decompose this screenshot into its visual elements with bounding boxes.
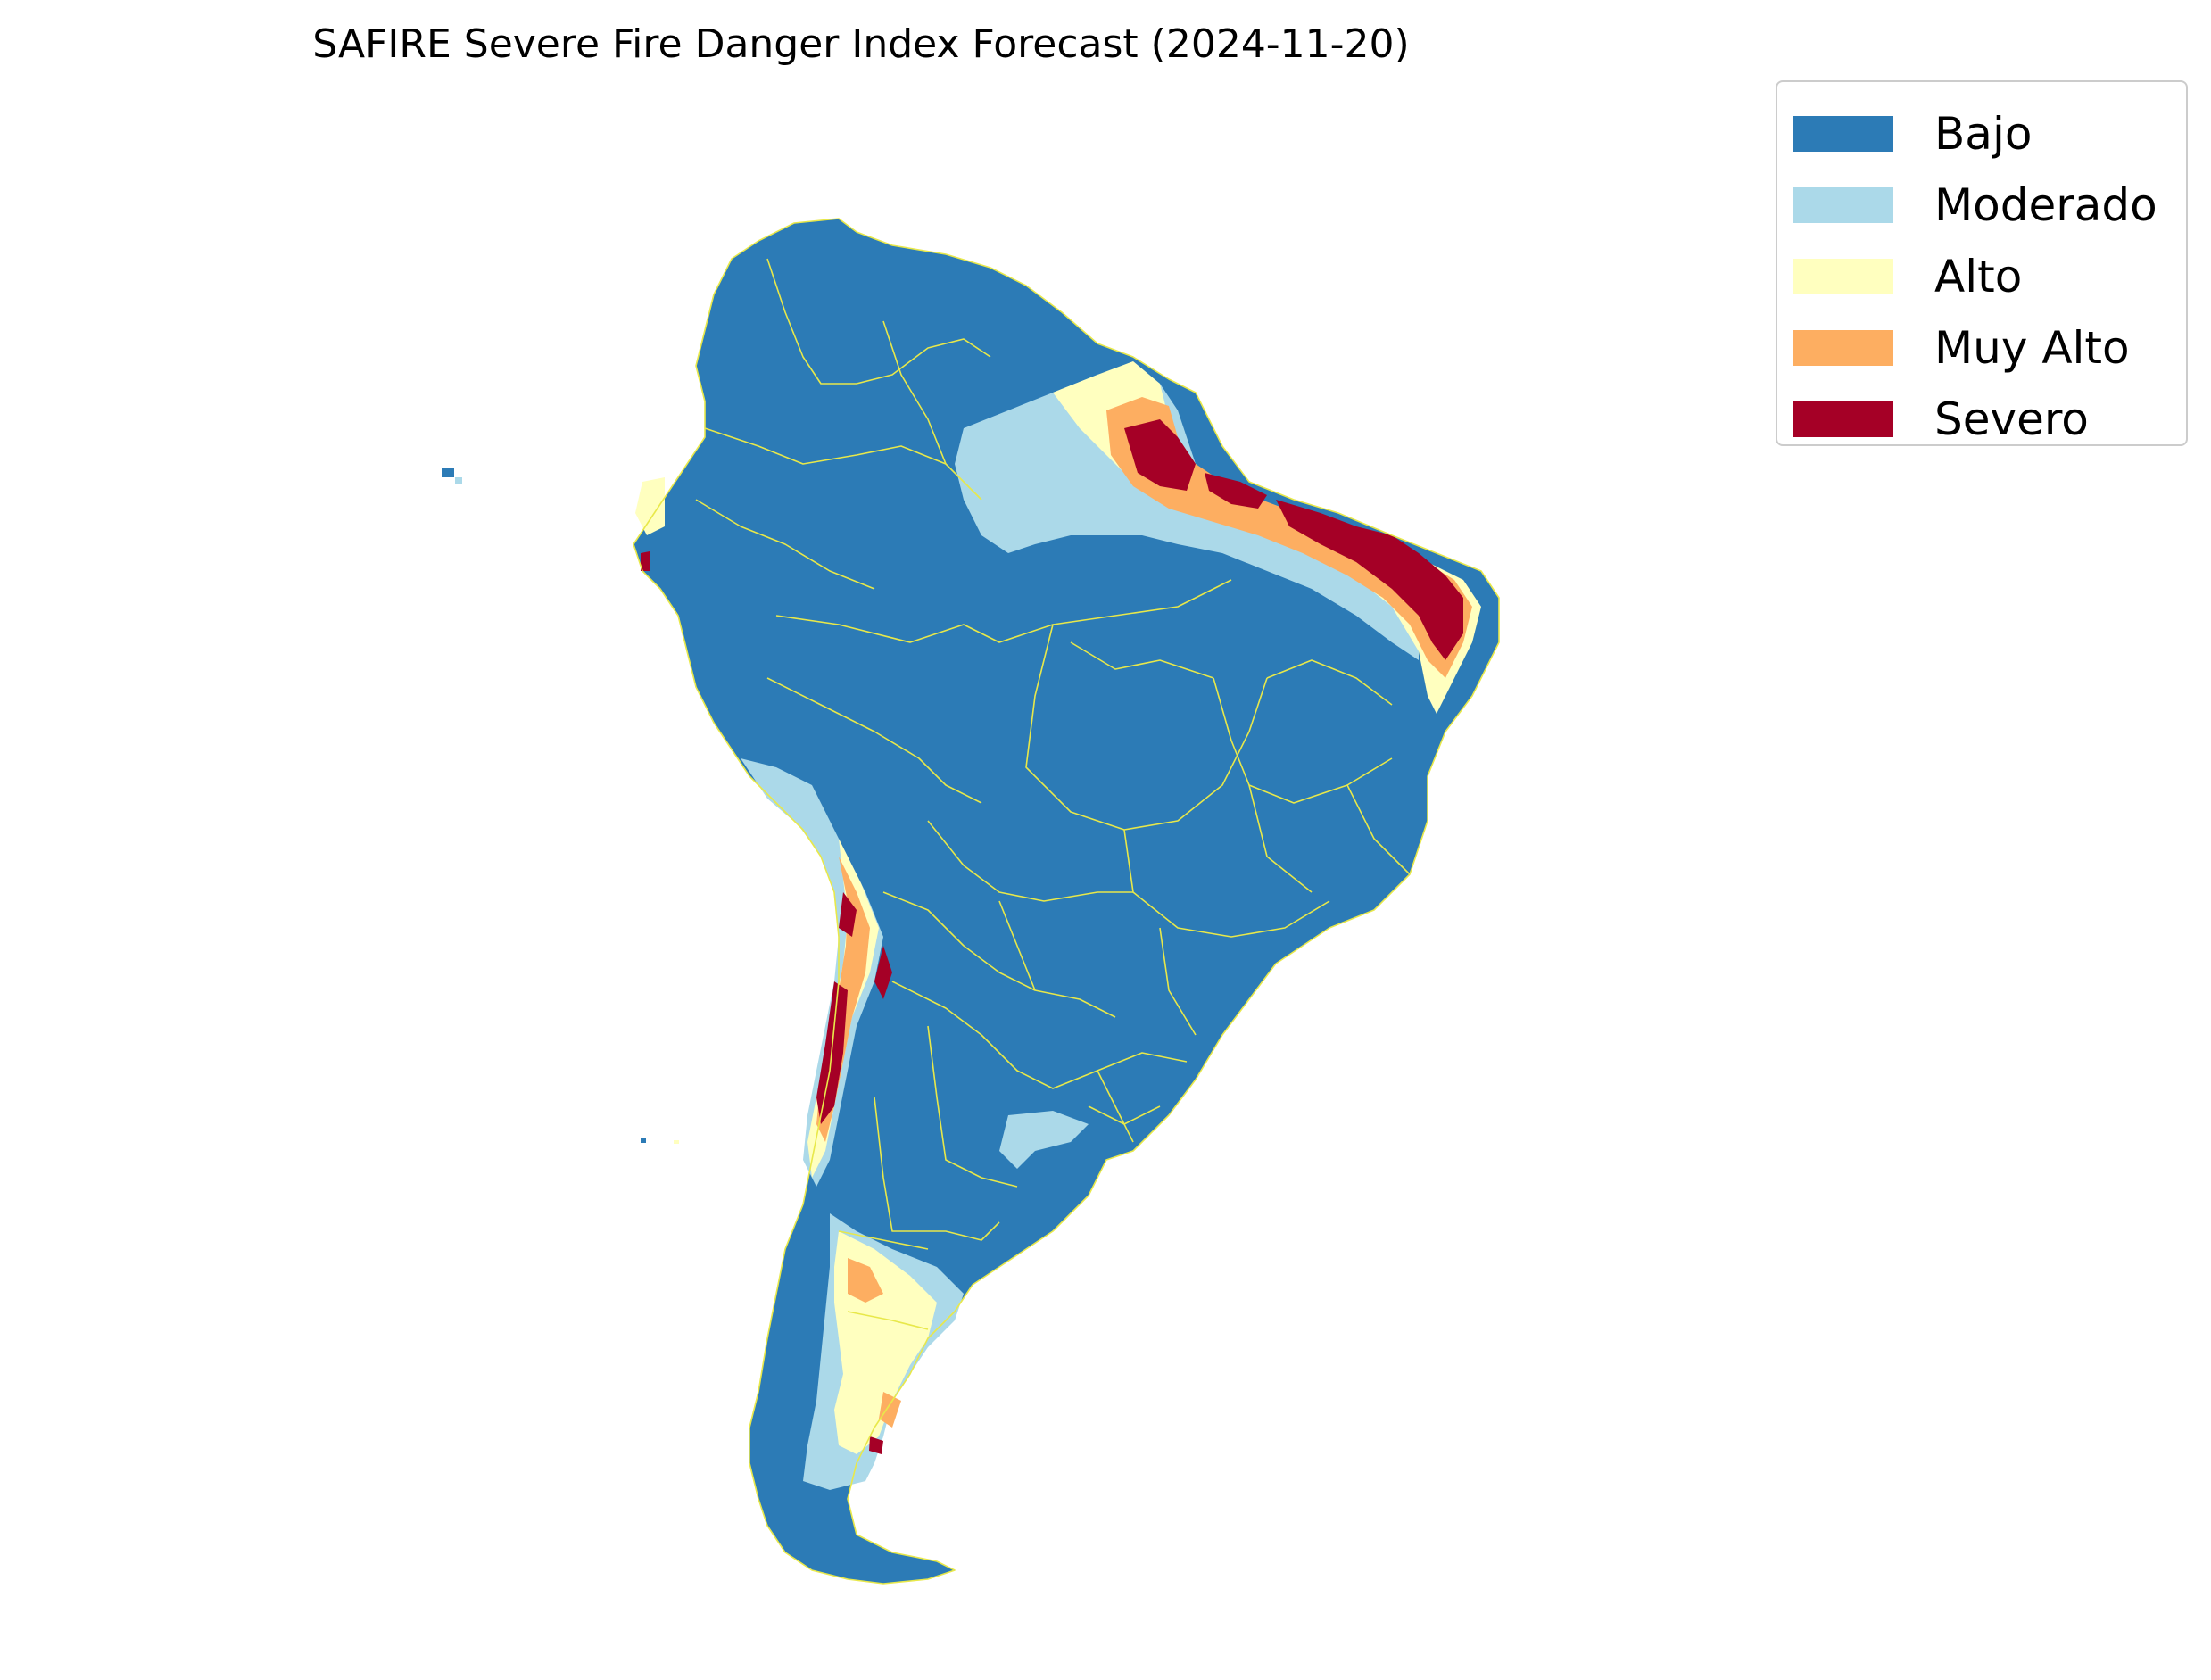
- legend-item-moderado: Moderado: [1793, 170, 2157, 241]
- zone-severo-patagonia: [869, 1436, 883, 1454]
- legend-label-moderado: Moderado: [1934, 179, 2157, 231]
- legend-item-muy-alto: Muy Alto: [1793, 312, 2130, 384]
- legend-item-alto: Alto: [1793, 241, 2022, 312]
- map-title: SAFIRE Severe Fire Danger Index Forecast…: [312, 21, 1410, 67]
- legend-swatch-moderado: [1793, 187, 1893, 223]
- legend-swatch-severo: [1793, 401, 1893, 437]
- legend-label-muy-alto: Muy Alto: [1934, 322, 2130, 374]
- fire-danger-map: [442, 218, 1500, 1585]
- zone-muyalto-patagonia: [848, 1258, 883, 1303]
- zone-alto-ecuador: [635, 477, 665, 535]
- boundary-lines: [633, 218, 1500, 1585]
- legend-item-bajo: Bajo: [1793, 98, 2032, 170]
- island-atlantic-1: [641, 1138, 646, 1143]
- galapagos-islands-2: [455, 477, 462, 484]
- galapagos-islands: [442, 468, 454, 477]
- legend-swatch-bajo: [1793, 116, 1893, 152]
- zone-severo-north-1: [1124, 419, 1196, 491]
- zone-severo-north-3: [1276, 500, 1463, 660]
- island-atlantic-2: [674, 1140, 679, 1144]
- zone-severo-andes: [839, 892, 857, 937]
- zone-severo-ecuador: [641, 551, 650, 571]
- zone-moderado-pampa: [999, 1111, 1089, 1169]
- legend-swatch-alto: [1793, 259, 1893, 294]
- legend-swatch-muy-alto: [1793, 330, 1893, 366]
- legend-label-alto: Alto: [1934, 251, 2023, 302]
- legend-label-severo: Severo: [1934, 393, 2089, 445]
- map-legend: Bajo Moderado Alto Muy Alto Severo: [1776, 80, 2188, 446]
- zone-muyalto-north: [1106, 397, 1472, 678]
- zone-severo-north-2: [1205, 473, 1267, 509]
- zone-severo-andes-2: [874, 946, 892, 999]
- zone-muyalto-patagonia-2: [879, 1392, 901, 1428]
- legend-label-bajo: Bajo: [1934, 108, 2033, 160]
- legend-item-severo: Severo: [1793, 384, 2089, 455]
